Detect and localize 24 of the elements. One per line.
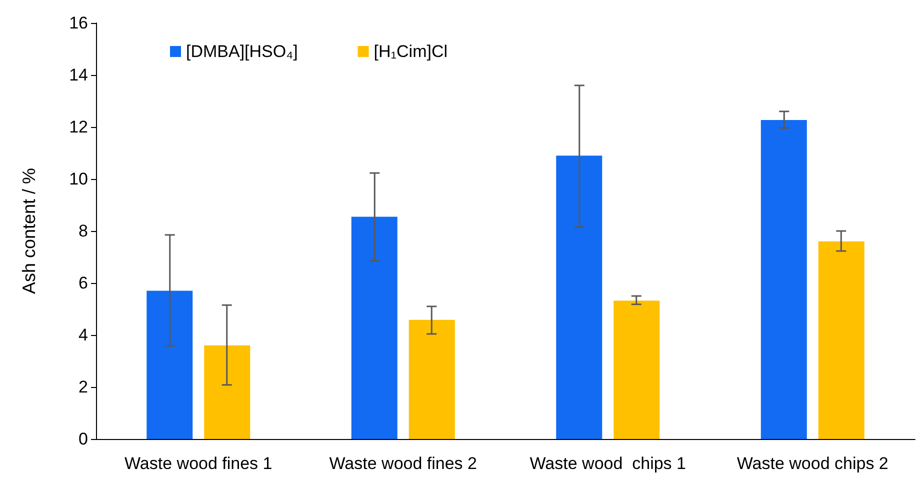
bar bbox=[146, 290, 193, 439]
y-tick-label: 0 bbox=[78, 430, 88, 448]
bar bbox=[614, 300, 660, 439]
x-tick-label: Waste wood fines 1 bbox=[124, 454, 272, 473]
y-tick-label: 6 bbox=[78, 274, 88, 292]
bar bbox=[556, 156, 602, 439]
legend-label: [DMBA][HSO₄] bbox=[186, 42, 298, 61]
x-tick-label: Waste wood fines 2 bbox=[329, 454, 477, 473]
y-tick-label: 4 bbox=[78, 326, 88, 344]
y-tick-label: 10 bbox=[69, 170, 88, 188]
x-tick-label: Waste wood chips 1 bbox=[530, 454, 686, 473]
bar bbox=[818, 241, 864, 439]
y-tick-label: 2 bbox=[78, 378, 88, 396]
legend-label: [H₁Cim]Cl bbox=[374, 42, 448, 61]
y-tick-label: 16 bbox=[69, 14, 88, 32]
y-tick-label: 8 bbox=[78, 222, 88, 240]
y-tick-label: 14 bbox=[69, 66, 88, 84]
y-tick-label: 12 bbox=[69, 118, 88, 136]
x-tick-label: Waste wood chips 2 bbox=[736, 454, 888, 473]
bar bbox=[351, 216, 398, 439]
bar bbox=[408, 320, 455, 439]
y-axis-title: Ash content / % bbox=[19, 168, 39, 294]
bar bbox=[760, 120, 807, 439]
bar bbox=[204, 345, 250, 439]
